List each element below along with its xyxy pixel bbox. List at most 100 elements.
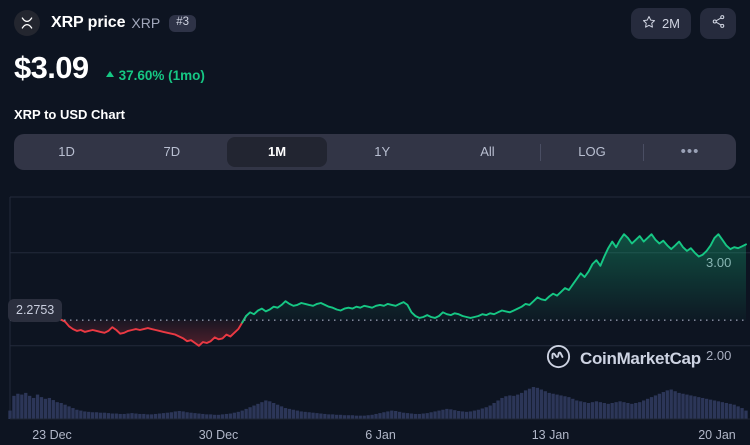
volume-bar xyxy=(185,412,189,419)
volume-bar xyxy=(429,412,433,419)
volume-bar xyxy=(335,414,339,419)
tab-7d[interactable]: 7D xyxy=(163,144,181,159)
volume-bar xyxy=(142,413,146,419)
watermark-label: CoinMarketCap xyxy=(580,349,701,368)
volume-bar xyxy=(708,399,713,419)
volume-bar xyxy=(157,413,162,419)
volume-bar xyxy=(720,402,725,419)
volume-bar xyxy=(338,414,343,419)
volume-bar xyxy=(354,415,359,419)
volume-bar xyxy=(331,414,335,419)
volume-bar xyxy=(689,395,693,419)
tab-1m[interactable]: 1M xyxy=(227,137,327,167)
volume-bar xyxy=(736,406,740,419)
y-axis-tick-label: 2.00 xyxy=(706,348,731,363)
volume-bar xyxy=(8,410,12,419)
volume-bar xyxy=(114,413,118,419)
volume-bar xyxy=(177,411,181,419)
volume-bar xyxy=(189,412,193,419)
volume-bar xyxy=(358,415,362,419)
volume-bar xyxy=(20,394,24,419)
volume-bar xyxy=(405,413,410,419)
volume-bar xyxy=(378,413,382,419)
volume-bar xyxy=(146,414,150,419)
volume-bar xyxy=(425,413,429,419)
volume-bar xyxy=(209,414,213,419)
coinmarketcap-watermark: CoinMarketCap xyxy=(546,344,701,374)
volume-bar xyxy=(236,411,240,419)
volume-bar xyxy=(602,403,606,419)
volume-bar xyxy=(228,413,233,419)
volume-bar xyxy=(307,412,311,419)
volume-bar xyxy=(12,395,16,419)
tab-more-options[interactable]: ••• xyxy=(680,143,700,160)
volume-bar xyxy=(315,413,319,419)
volume-bar xyxy=(94,412,99,419)
watchlist-count: 2M xyxy=(661,15,680,31)
volume-bar xyxy=(441,409,445,419)
volume-bar xyxy=(165,412,170,419)
volume-bar xyxy=(224,413,229,419)
volume-bar xyxy=(642,400,646,419)
volume-bar xyxy=(193,413,197,419)
volume-bar xyxy=(649,397,654,419)
volume-bar xyxy=(366,415,370,419)
volume-bar xyxy=(390,410,394,419)
volume-bar xyxy=(594,401,599,419)
volume-bar xyxy=(43,398,48,419)
volume-bar xyxy=(303,411,307,419)
volume-bar xyxy=(638,402,642,419)
volume-bar xyxy=(275,404,280,419)
volume-bar xyxy=(126,413,130,419)
price-line xyxy=(60,315,248,347)
volume-bar xyxy=(685,394,689,419)
volume-bar xyxy=(63,404,67,419)
volume-bar xyxy=(724,403,728,419)
price-area xyxy=(242,234,746,323)
volume-bar xyxy=(472,410,477,419)
volume-bar xyxy=(697,397,701,419)
volume-bar xyxy=(374,413,378,419)
tab-log[interactable]: LOG xyxy=(578,144,606,159)
volume-bar xyxy=(205,414,209,419)
volume-bar xyxy=(681,393,685,419)
volume-bar xyxy=(598,402,603,419)
tab-1d[interactable]: 1D xyxy=(58,144,75,159)
volume-bar xyxy=(327,414,331,419)
volume-bar xyxy=(626,403,630,419)
volume-bar xyxy=(346,415,351,419)
volume-bar xyxy=(248,407,252,419)
arrow-up-icon xyxy=(105,71,114,77)
volume-bar xyxy=(28,395,32,419)
volume-bar xyxy=(460,411,465,419)
volume-bar xyxy=(547,392,551,419)
volume-bar xyxy=(551,393,555,419)
volume-bar xyxy=(362,415,366,419)
volume-bar xyxy=(31,397,36,419)
volume-bar xyxy=(567,397,571,419)
volume-bar xyxy=(523,390,528,419)
volume-bar xyxy=(240,410,244,419)
volume-bar xyxy=(299,411,303,419)
volume-bar xyxy=(268,401,272,419)
tab-1y[interactable]: 1Y xyxy=(374,144,391,159)
volume-bar xyxy=(445,408,449,419)
volume-bar xyxy=(590,402,595,419)
page-title: XRP price xyxy=(51,14,126,31)
volume-bar xyxy=(732,404,736,419)
volume-bar xyxy=(677,392,681,419)
volume-bar xyxy=(464,411,469,419)
volume-bar xyxy=(272,403,276,419)
volume-bar xyxy=(665,390,669,419)
volume-bar xyxy=(283,408,288,419)
volume-bar xyxy=(220,414,225,419)
volume-bar xyxy=(582,402,587,419)
share-button[interactable] xyxy=(700,7,736,39)
volume-bar xyxy=(201,413,205,419)
watchlist-button[interactable]: 2M xyxy=(630,7,691,39)
header-actions: 2M xyxy=(630,7,736,39)
tab-all[interactable]: All xyxy=(480,144,495,159)
volume-bar xyxy=(98,412,103,419)
